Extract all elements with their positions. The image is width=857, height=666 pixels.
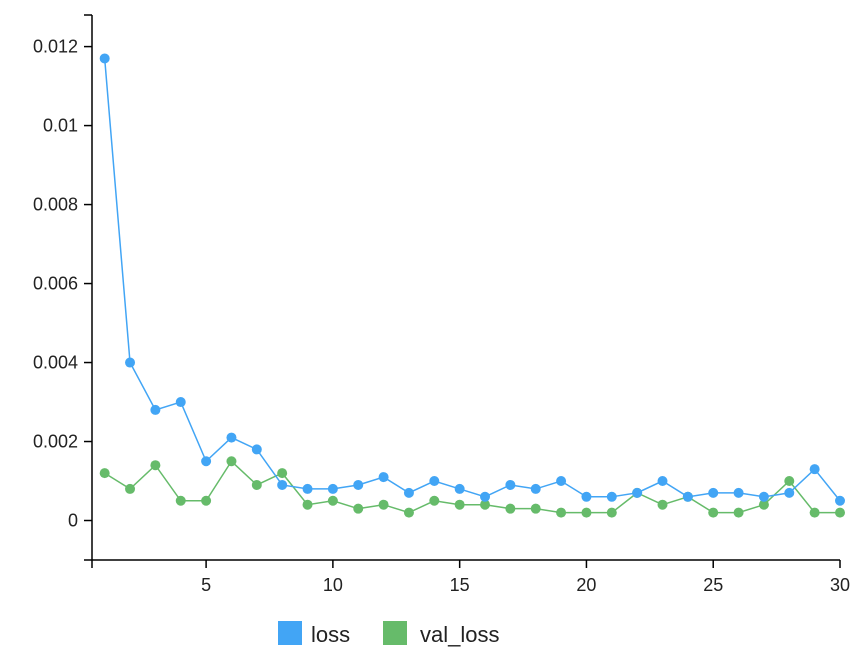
series-val-loss [99,456,845,518]
data-point-val-loss[interactable] [835,507,845,518]
data-point-val-loss[interactable] [403,507,414,518]
data-point-loss[interactable] [835,495,845,506]
series-loss [99,53,845,506]
data-point-loss[interactable] [175,397,186,408]
y-tick-label: 0.006 [33,274,78,294]
data-point-loss[interactable] [809,464,820,475]
series-line-val-loss [104,460,840,514]
data-point-val-loss[interactable] [201,495,212,506]
legend-item-val-loss[interactable]: val_loss [383,621,499,647]
data-point-val-loss[interactable] [251,479,262,490]
x-ticks: 5 10 15 20 25 30 [91,560,850,595]
data-point-loss[interactable] [581,491,592,502]
data-point-val-loss[interactable] [505,503,516,514]
y-tick-label: 0 [68,511,78,531]
data-point-val-loss[interactable] [378,499,389,510]
data-point-val-loss[interactable] [581,507,592,518]
legend-label: loss [311,622,350,647]
data-point-loss[interactable] [277,479,288,490]
data-point-loss[interactable] [403,487,414,498]
data-point-loss[interactable] [454,483,465,494]
legend[interactable]: loss val_loss [278,621,499,647]
data-point-loss[interactable] [302,483,313,494]
data-point-val-loss[interactable] [733,507,744,518]
data-point-loss[interactable] [657,476,668,487]
data-point-loss[interactable] [201,456,212,467]
data-point-val-loss[interactable] [784,476,795,487]
data-point-val-loss[interactable] [125,483,136,494]
data-point-loss[interactable] [429,476,440,487]
data-point-val-loss[interactable] [758,499,769,510]
series-line-loss [103,58,841,502]
x-tick-label: 30 [830,575,850,595]
x-tick-label: 15 [450,575,470,595]
data-point-val-loss[interactable] [556,507,567,518]
data-point-loss[interactable] [125,357,136,368]
data-point-val-loss[interactable] [302,499,313,510]
data-point-loss[interactable] [99,53,110,64]
data-point-val-loss[interactable] [657,499,668,510]
data-point-loss[interactable] [784,487,795,498]
data-point-loss[interactable] [150,404,161,415]
data-point-val-loss[interactable] [226,456,237,467]
data-point-val-loss[interactable] [454,499,465,510]
legend-label: val_loss [420,622,499,647]
data-point-loss[interactable] [556,476,567,487]
data-point-val-loss[interactable] [353,503,364,514]
data-point-val-loss[interactable] [99,468,110,479]
legend-item-loss[interactable]: loss [278,621,350,647]
data-point-val-loss[interactable] [175,495,186,506]
data-point-val-loss[interactable] [809,507,820,518]
y-ticks: 0 0.002 0.004 0.006 0.008 0.01 0.012 [33,14,92,561]
data-point-loss[interactable] [226,432,237,443]
x-tick-label: 25 [703,575,723,595]
data-point-val-loss[interactable] [708,507,719,518]
data-point-loss[interactable] [733,487,744,498]
x-tick-label: 5 [201,575,211,595]
data-point-loss[interactable] [327,483,338,494]
data-point-loss[interactable] [353,479,364,490]
x-tick-label: 20 [576,575,596,595]
data-point-val-loss[interactable] [150,460,161,471]
axes [91,15,840,561]
y-tick-label: 0.01 [43,116,78,136]
legend-swatch [383,621,407,645]
data-point-loss[interactable] [758,491,769,502]
y-tick-label: 0.012 [33,37,78,57]
data-point-loss[interactable] [505,479,516,490]
data-point-val-loss[interactable] [606,507,617,518]
x-tick-label: 10 [323,575,343,595]
data-point-val-loss[interactable] [429,495,440,506]
data-point-val-loss[interactable] [327,495,338,506]
data-point-loss[interactable] [606,491,617,502]
y-tick-label: 0.004 [33,353,78,373]
data-point-loss[interactable] [632,487,643,498]
data-point-val-loss[interactable] [530,503,541,514]
y-tick-label: 0.008 [33,195,78,215]
data-point-loss[interactable] [682,491,693,502]
data-point-val-loss[interactable] [277,468,288,479]
data-point-loss[interactable] [708,487,719,498]
data-point-val-loss[interactable] [480,499,491,510]
data-point-loss[interactable] [251,444,262,455]
y-tick-label: 0.002 [33,432,78,452]
legend-swatch [278,621,302,645]
data-point-loss[interactable] [530,483,541,494]
series-group [99,53,845,518]
data-point-loss[interactable] [480,491,491,502]
data-point-loss[interactable] [378,472,389,483]
